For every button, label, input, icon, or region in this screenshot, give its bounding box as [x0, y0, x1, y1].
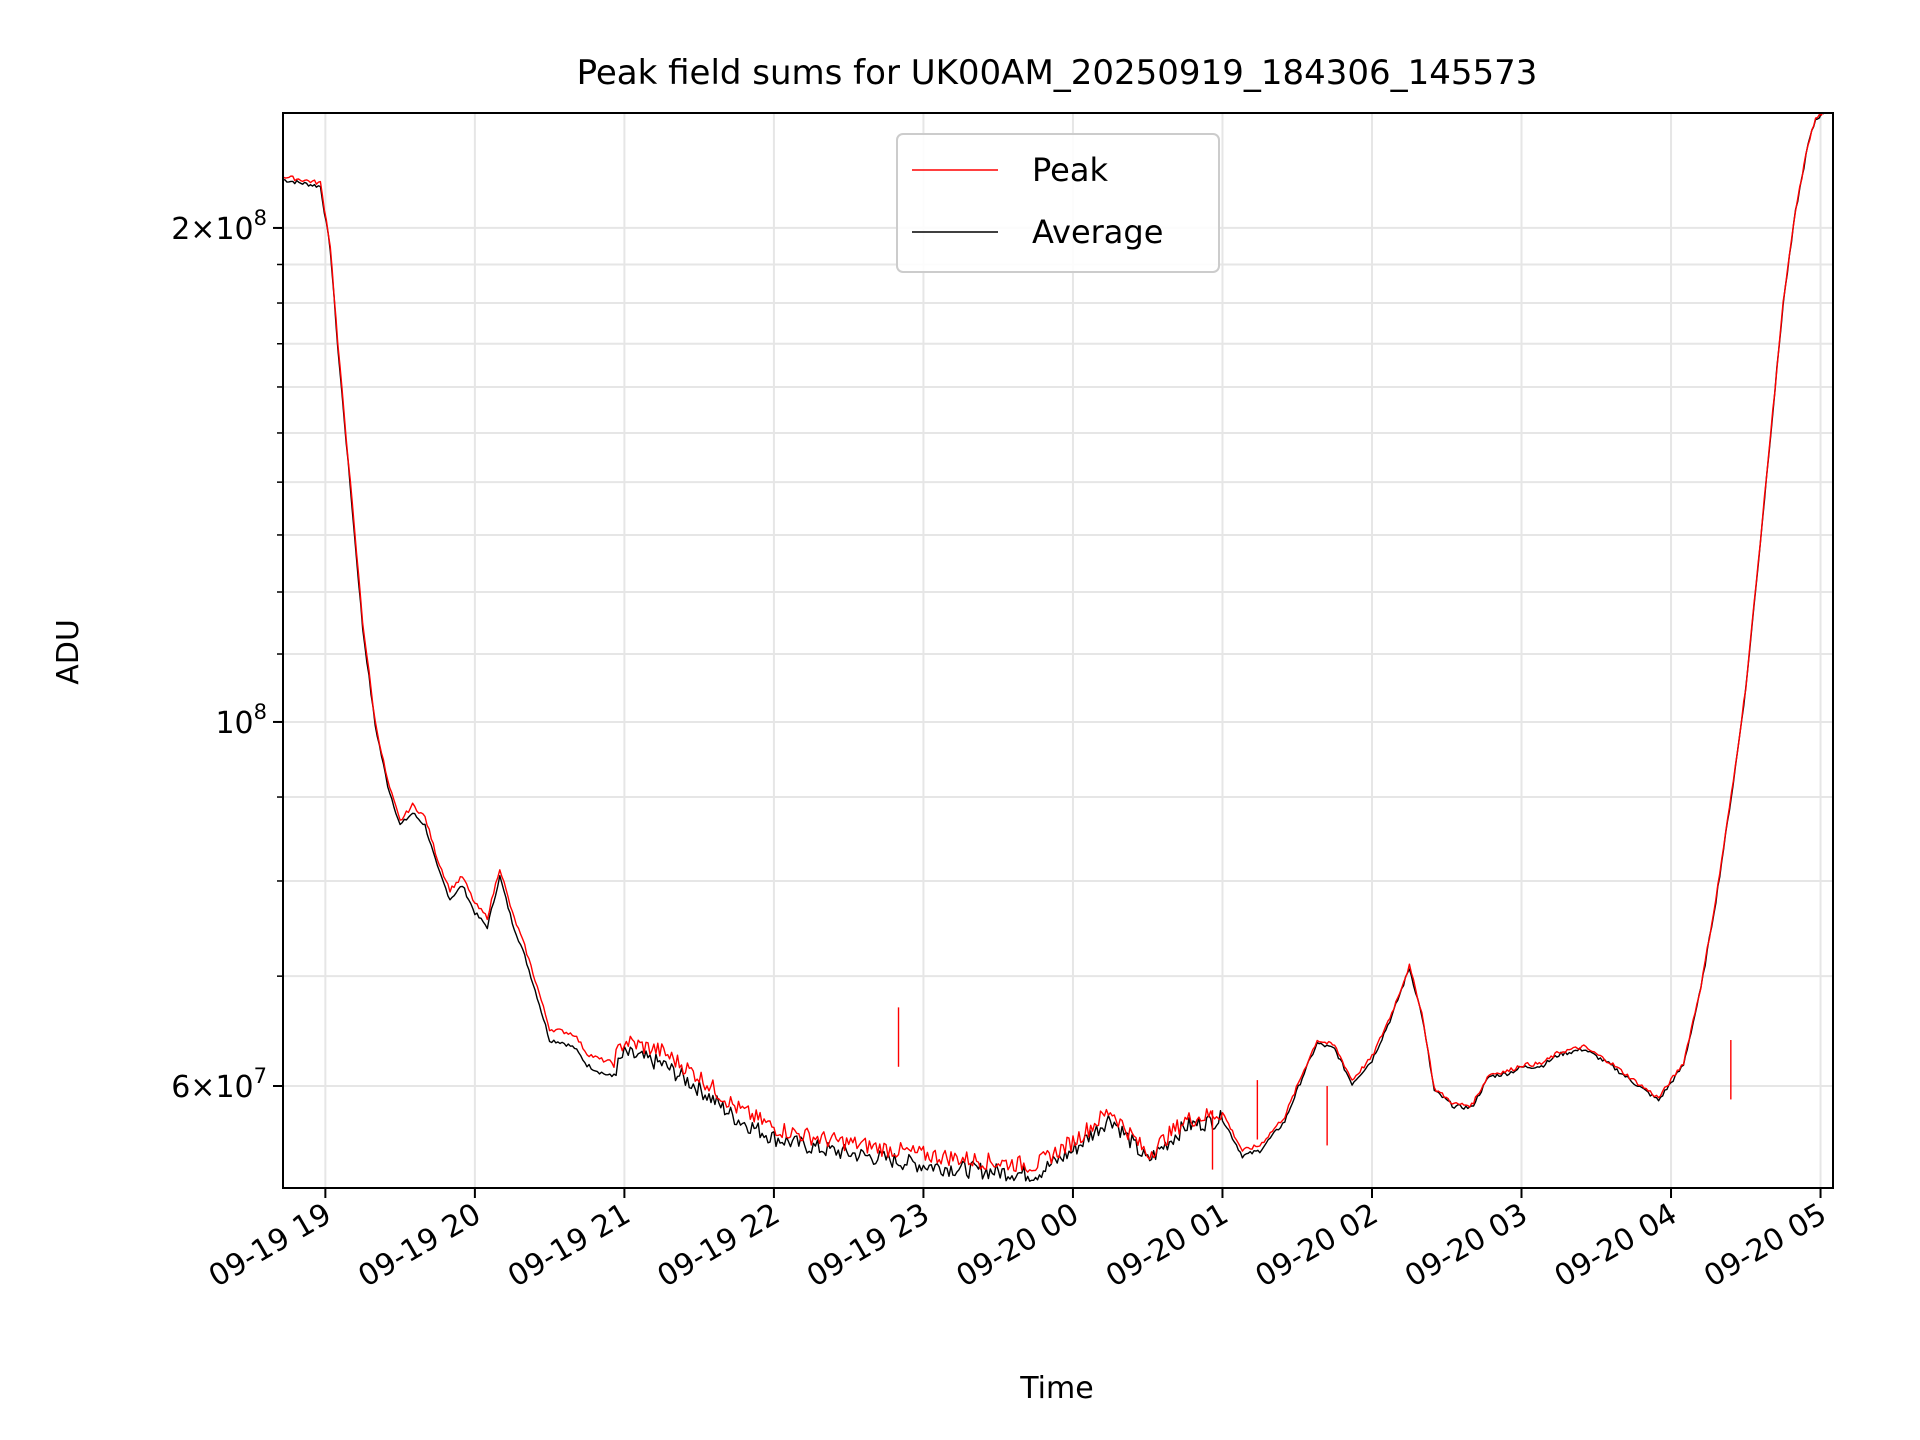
series-line-peak: [283, 113, 1824, 1173]
series-group: [283, 113, 1825, 1182]
y-tick-label: 2×108: [171, 206, 267, 247]
y-axis-label: ADU: [51, 619, 86, 685]
plot-frame: [282, 112, 1834, 1189]
legend-label-peak: Peak: [1032, 151, 1108, 189]
legend-box: [896, 133, 1220, 273]
x-axis-label: Time: [1019, 1371, 1093, 1406]
legend-label-average: Average: [1032, 213, 1163, 251]
grid: [283, 113, 1833, 1188]
series-line-average: [283, 113, 1825, 1182]
y-tick-label: 6×107: [171, 1064, 267, 1105]
legend: Peak Average: [896, 133, 1220, 273]
series-layer: [283, 113, 1825, 1182]
chart-title: Peak field sums for UK00AM_20250919_1843…: [577, 53, 1538, 93]
y-tick-label: 108: [215, 700, 267, 741]
y-axis: 2×108 108 6×107: [171, 206, 283, 1105]
